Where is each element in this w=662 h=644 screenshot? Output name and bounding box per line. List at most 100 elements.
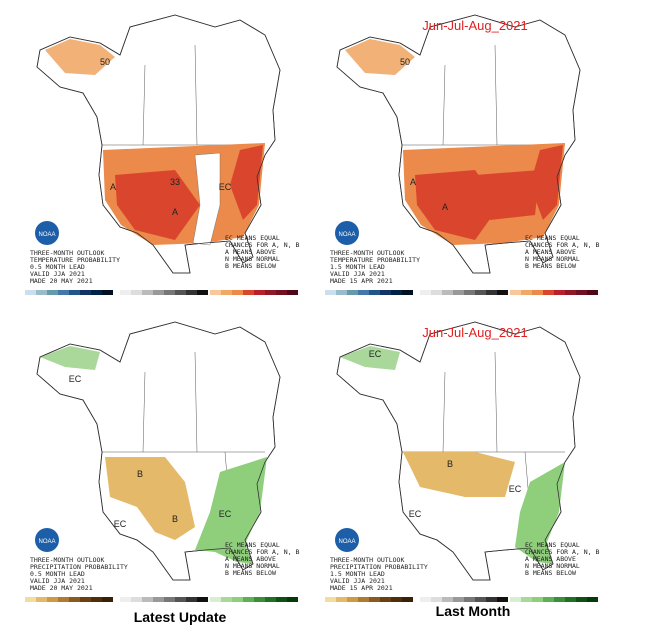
legend-swatch — [347, 597, 358, 602]
legend-swatch — [186, 597, 197, 602]
legend-swatch — [576, 290, 587, 295]
legend-swatch — [358, 290, 369, 295]
legend-swatch — [391, 290, 402, 295]
legend-swatch — [587, 290, 598, 295]
alaska-above — [40, 346, 100, 370]
legend-swatch — [420, 290, 431, 295]
panel-heading: Jun-Jul-Aug_2021 — [422, 18, 528, 33]
legend-swatch — [442, 290, 453, 295]
legend-swatch — [276, 597, 287, 602]
legend-swatch — [464, 597, 475, 602]
legend-line: N MEANS NORMAL — [225, 255, 280, 263]
legend-swatch — [69, 597, 80, 602]
legend-swatch — [265, 597, 276, 602]
legend-swatch — [475, 290, 486, 295]
legend-swatch — [325, 597, 336, 602]
legend-swatch — [497, 290, 508, 295]
legend-swatch — [69, 290, 80, 295]
legend-swatch — [80, 290, 91, 295]
legend-swatch — [232, 290, 243, 295]
map-label: A — [442, 202, 448, 212]
legend-swatch — [197, 290, 208, 295]
legend-swatch — [153, 597, 164, 602]
map-label: EC — [509, 484, 522, 494]
legend-swatch — [36, 290, 47, 295]
legend-swatch — [47, 597, 58, 602]
legend-swatch — [142, 290, 153, 295]
legend-swatch — [221, 290, 232, 295]
legend-swatch — [120, 597, 131, 602]
outlook-line: VALID JJA 2021 — [30, 577, 85, 585]
map-label: EC — [219, 509, 232, 519]
legend-line: A MEANS ABOVE — [525, 248, 576, 256]
legend-swatch — [431, 597, 442, 602]
legend-swatch — [175, 290, 186, 295]
legend-swatch — [276, 290, 287, 295]
outlook-line: VALID JJA 2021 — [30, 270, 85, 278]
legend-swatch — [543, 597, 554, 602]
map-label: EC — [409, 509, 422, 519]
legend-swatch — [391, 597, 402, 602]
above-region — [515, 462, 565, 564]
outlook-line: MADE 15 APR 2021 — [330, 584, 393, 592]
caption: Last Month — [436, 603, 511, 619]
below-region — [105, 457, 195, 540]
below-region — [403, 452, 515, 497]
legend-swatch — [532, 290, 543, 295]
outlook-line: THREE-MONTH OUTLOOK — [30, 556, 104, 564]
above-strong — [530, 145, 563, 220]
legend-line: CHANCES FOR A, N, B — [525, 548, 599, 556]
legend-swatch — [254, 597, 265, 602]
legend-swatch — [510, 597, 521, 602]
legend-line: A MEANS ABOVE — [225, 555, 276, 563]
logo-text: NOAA — [38, 232, 55, 238]
legend-line: A MEANS ABOVE — [525, 555, 576, 563]
alaska-above — [45, 39, 115, 75]
legend-swatch — [210, 597, 221, 602]
legend-swatch — [565, 290, 576, 295]
legend-swatch — [369, 290, 380, 295]
legend-swatch — [254, 290, 265, 295]
map-label: 50 — [400, 57, 410, 67]
logo — [35, 528, 59, 552]
outlook-line: 0.5 MONTH LEAD — [30, 570, 85, 578]
map-label: B — [447, 459, 453, 469]
legend-swatch — [486, 597, 497, 602]
legend-swatch — [576, 597, 587, 602]
outlook-line: THREE-MONTH OUTLOOK — [330, 556, 404, 564]
legend-swatch — [554, 597, 565, 602]
above-strong — [475, 170, 540, 220]
legend-swatch — [175, 597, 186, 602]
outlook-line: TEMPERATURE PROBABILITY — [30, 256, 120, 264]
above-region — [195, 457, 267, 564]
legend-swatch — [58, 597, 69, 602]
legend-swatch — [486, 290, 497, 295]
legend-swatch — [336, 597, 347, 602]
legend-swatch — [197, 597, 208, 602]
legend-swatch — [497, 597, 508, 602]
legend-swatch — [221, 597, 232, 602]
legend-swatch — [420, 597, 431, 602]
outlook-line: THREE-MONTH OUTLOOK — [330, 249, 404, 257]
legend-swatch — [142, 597, 153, 602]
above-strong — [415, 170, 500, 240]
map-panel: EC B EC EC NOAA THREE-MONTH OUTLOOKPRECIPITAT… — [325, 321, 599, 602]
legend-swatch — [565, 597, 576, 602]
legend-swatch — [336, 290, 347, 295]
legend-line: CHANCES FOR A, N, B — [525, 241, 599, 249]
legend-swatch — [453, 597, 464, 602]
legend-swatch — [402, 597, 413, 602]
borders — [102, 44, 265, 206]
logo — [335, 221, 359, 245]
legend-swatch — [358, 597, 369, 602]
borders — [102, 351, 265, 513]
map-label: EC — [69, 374, 82, 384]
map-label: 33 — [170, 177, 180, 187]
legend-swatch — [243, 290, 254, 295]
legend-swatch — [58, 290, 69, 295]
logo — [35, 221, 59, 245]
map-label: EC — [219, 182, 232, 192]
legend-line: B MEANS BELOW — [525, 569, 576, 577]
outline — [336, 321, 581, 581]
